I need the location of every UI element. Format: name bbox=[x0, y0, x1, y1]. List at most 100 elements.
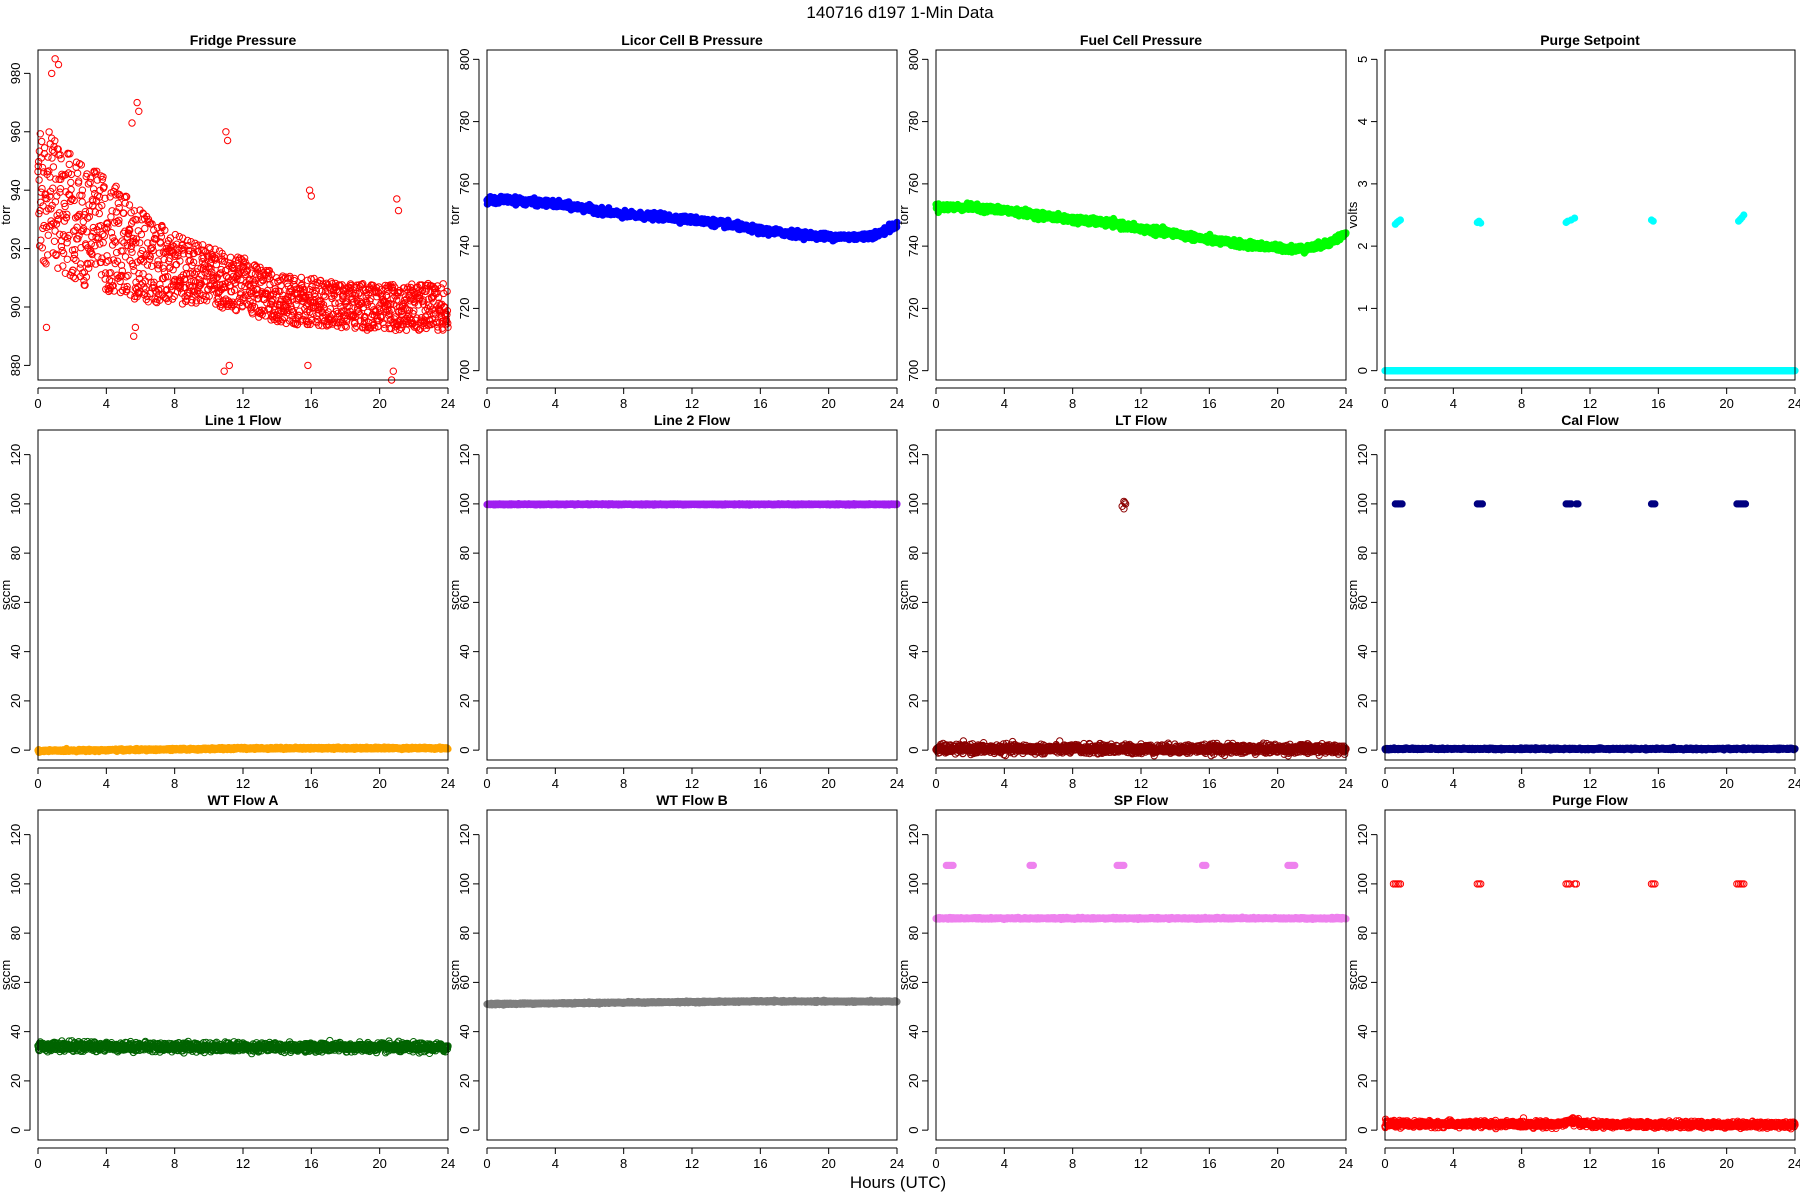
data-point bbox=[114, 199, 123, 207]
data-point bbox=[67, 185, 75, 194]
data-point bbox=[52, 175, 60, 183]
y-tick-label: 740 bbox=[457, 235, 472, 257]
x-tick-label: 12 bbox=[685, 396, 699, 411]
data-point bbox=[83, 214, 92, 222]
data-point bbox=[107, 213, 115, 221]
data-point bbox=[85, 213, 94, 221]
data-point bbox=[41, 191, 49, 199]
data-point bbox=[35, 176, 43, 184]
data-point bbox=[103, 219, 112, 227]
data-point bbox=[54, 60, 63, 69]
panel-title: Fuel Cell Pressure bbox=[1080, 32, 1202, 48]
panel-title: Fridge Pressure bbox=[190, 32, 297, 48]
data-point bbox=[78, 186, 87, 194]
x-tick-label: 8 bbox=[620, 396, 627, 411]
data-point bbox=[73, 169, 82, 178]
data-point bbox=[98, 201, 106, 210]
data-point bbox=[85, 208, 94, 216]
x-tick-label: 12 bbox=[1134, 396, 1148, 411]
data-point bbox=[109, 282, 117, 290]
data-point bbox=[44, 231, 52, 239]
data-point bbox=[222, 128, 230, 136]
data-point bbox=[99, 230, 107, 239]
data-point bbox=[89, 185, 98, 193]
data-point bbox=[49, 184, 57, 192]
data-point bbox=[59, 249, 68, 258]
data-point bbox=[63, 255, 72, 263]
data-point bbox=[133, 98, 141, 107]
data-point bbox=[394, 206, 403, 215]
data-point bbox=[389, 367, 397, 375]
y-tick-label: 880 bbox=[8, 355, 23, 377]
data-points bbox=[34, 55, 452, 384]
data-point bbox=[59, 262, 67, 270]
data-point bbox=[105, 287, 113, 296]
data-point bbox=[89, 197, 97, 205]
y-tick-label: 960 bbox=[8, 121, 23, 143]
x-tick-label: 4 bbox=[103, 396, 110, 411]
data-point bbox=[56, 185, 65, 193]
data-point bbox=[68, 195, 76, 203]
data-point bbox=[36, 130, 44, 138]
data-point bbox=[44, 153, 52, 161]
data-point bbox=[46, 192, 54, 201]
data-point bbox=[297, 273, 305, 282]
data-point bbox=[72, 256, 80, 264]
data-point bbox=[108, 207, 116, 215]
data-point bbox=[57, 242, 66, 251]
data-point bbox=[101, 269, 110, 277]
y-tick-label: 780 bbox=[457, 111, 472, 133]
data-point bbox=[99, 173, 107, 181]
data-point bbox=[56, 151, 64, 159]
data-point bbox=[69, 266, 77, 274]
x-tick-label: 20 bbox=[372, 396, 386, 411]
data-point bbox=[96, 240, 104, 248]
y-tick-label: 760 bbox=[457, 173, 472, 195]
y-tick-label: 700 bbox=[457, 360, 472, 382]
data-point bbox=[91, 242, 99, 250]
data-point bbox=[50, 237, 59, 246]
data-point bbox=[121, 253, 130, 261]
data-point bbox=[107, 269, 115, 277]
data-point bbox=[78, 198, 86, 206]
data-point bbox=[86, 178, 94, 187]
y-tick-label: 780 bbox=[906, 111, 921, 133]
y-tick-label: 720 bbox=[906, 298, 921, 320]
x-tick-label: 24 bbox=[441, 396, 455, 411]
data-point bbox=[92, 233, 100, 242]
data-point bbox=[100, 232, 109, 240]
data-point bbox=[62, 213, 71, 222]
data-point bbox=[100, 183, 108, 191]
data-point bbox=[82, 273, 91, 281]
data-point bbox=[393, 195, 401, 203]
data-point bbox=[45, 128, 53, 136]
x-tick-label: 8 bbox=[171, 396, 178, 411]
data-point bbox=[101, 275, 109, 283]
data-point bbox=[61, 202, 69, 211]
data-point bbox=[67, 178, 75, 187]
data-point bbox=[128, 119, 136, 127]
data-point bbox=[75, 177, 83, 185]
data-point bbox=[136, 239, 144, 247]
data-point bbox=[75, 210, 84, 219]
data-point bbox=[42, 207, 50, 215]
data-point bbox=[93, 167, 101, 176]
data-point bbox=[111, 184, 119, 192]
data-point bbox=[84, 260, 92, 268]
y-tick-label: 940 bbox=[8, 179, 23, 201]
data-point bbox=[51, 55, 59, 63]
x-tick-label: 16 bbox=[1202, 396, 1216, 411]
data-point bbox=[63, 210, 71, 219]
data-point bbox=[79, 218, 88, 226]
data-point bbox=[77, 260, 85, 268]
data-point bbox=[307, 192, 315, 200]
data-point bbox=[220, 367, 228, 375]
y-axis-label: torr bbox=[896, 205, 911, 225]
data-point bbox=[141, 224, 149, 233]
data-point bbox=[70, 250, 79, 259]
data-points bbox=[483, 192, 901, 245]
panel-title: Purge Setpoint bbox=[1540, 32, 1640, 48]
